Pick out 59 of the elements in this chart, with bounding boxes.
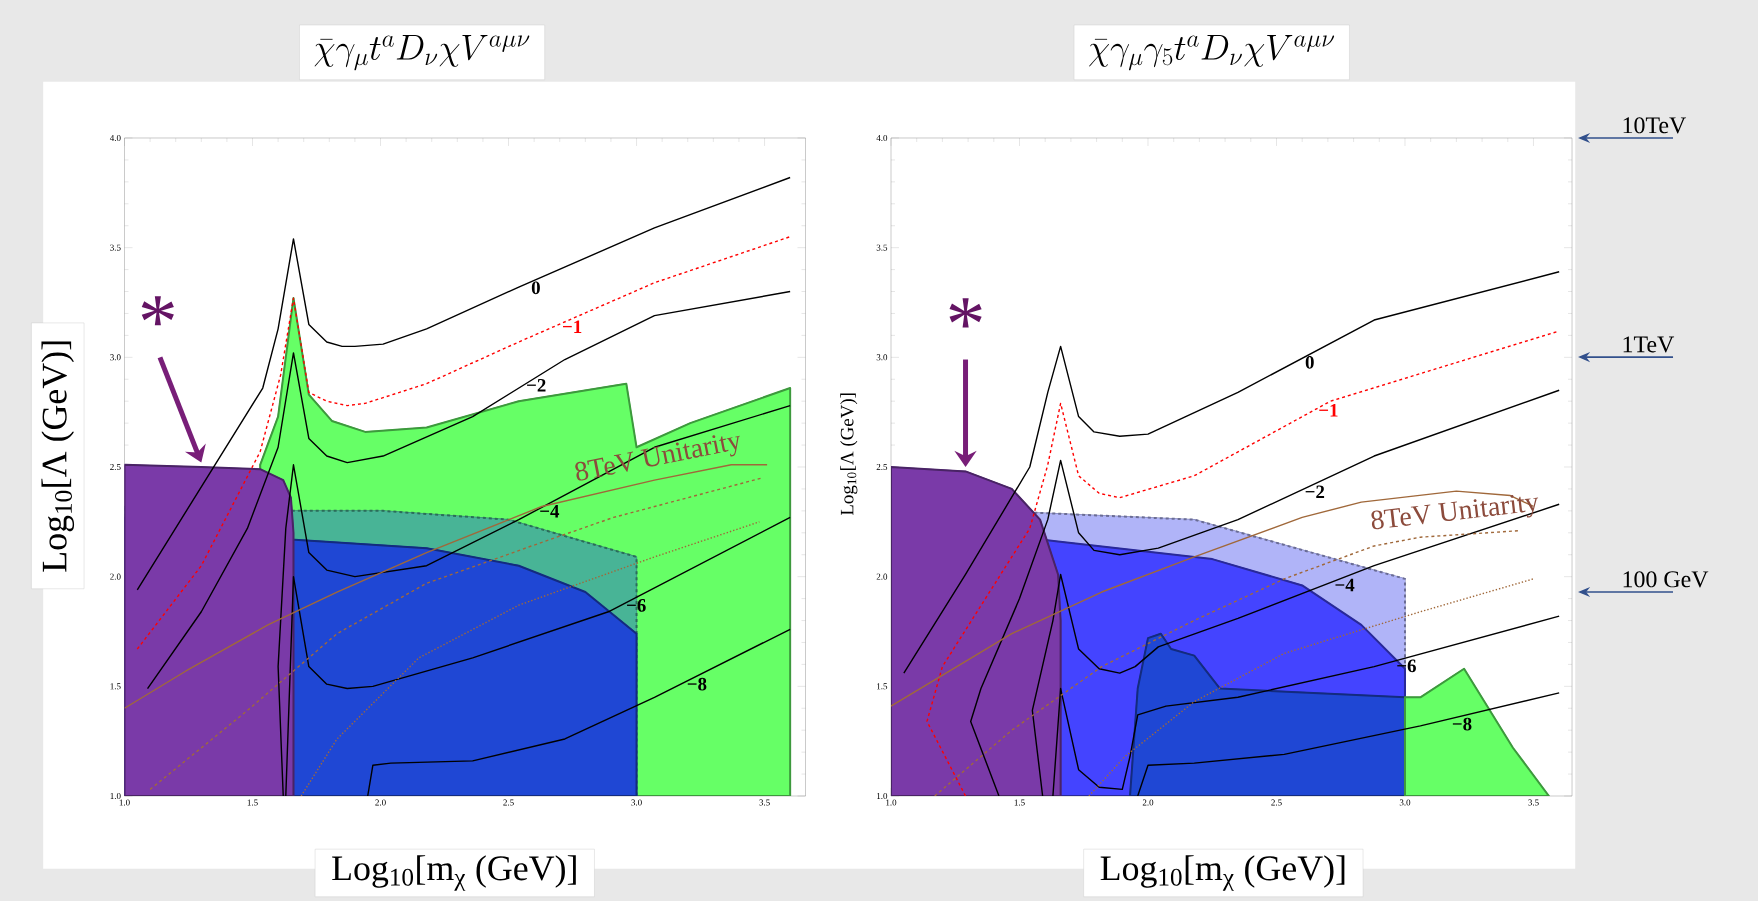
y-tick-label: 1.5 — [877, 683, 888, 690]
annotation: * — [949, 298, 982, 328]
text: 1TeV — [1623, 336, 1675, 353]
x-tick-label: 3.0 — [631, 799, 642, 806]
text: 10TeV — [1623, 117, 1687, 134]
text: 100 GeV — [1623, 571, 1709, 588]
x-tick-label: 1.0 — [119, 799, 130, 806]
line-series — [926, 330, 1560, 796]
line-series — [1088, 578, 1535, 796]
series-label: −2 — [1305, 485, 1325, 498]
y-tick-label: 1.0 — [110, 792, 121, 800]
x-tick-label: 2.5 — [503, 799, 514, 806]
series-label: −1 — [1319, 404, 1338, 417]
chart-title: $\bar{\chi}\gamma_{\mu}\gamma_{5}t^{a}D_{\nu}\chi V^{a\mu\nu}$ — [1089, 35, 1335, 71]
y-tick-label: 2.5 — [876, 463, 888, 471]
y-tick-label: 2.5 — [110, 463, 121, 471]
x-tick-label: 1.5 — [1014, 799, 1025, 806]
line-series — [136, 176, 791, 591]
x-tick-label: 2.5 — [1271, 799, 1282, 806]
line-series — [1052, 615, 1560, 796]
x-tick-label: 3.0 — [1399, 799, 1411, 806]
y-tick-label: 3.5 — [110, 244, 121, 251]
y-tick-label: 3.0 — [110, 354, 121, 361]
x-tick-label: 2.0 — [375, 799, 386, 806]
chart-title: $\bar{\chi}\gamma_{\mu}t^{a}D_{\nu}\chi V^{a\mu\nu}$ — [314, 35, 530, 71]
y-tick-label: 2.0 — [110, 573, 121, 580]
series-label: −8 — [687, 677, 707, 691]
x-tick-label: 3.5 — [1528, 799, 1539, 806]
series-label: −1 — [562, 320, 582, 333]
y-tick-label: 4.0 — [109, 134, 121, 142]
series-label: 0 — [1305, 355, 1314, 369]
line-series — [136, 236, 791, 650]
text: 8TeV Unitarity — [575, 435, 740, 481]
y-tick-label: 3.0 — [876, 354, 888, 361]
series-label: 0 — [531, 281, 540, 295]
y-tick-label: 3.5 — [876, 244, 888, 251]
x-tick-label: 2.0 — [1142, 799, 1154, 806]
series-label: −8 — [1452, 717, 1472, 731]
series-label: −4 — [1335, 578, 1355, 592]
series-label: −2 — [527, 378, 546, 392]
x-axis-title: Log$_{10}$[m$_{χ}$ (GeV)] — [1100, 855, 1345, 891]
x-axis-title: Log$_{10}$[m$_{χ}$ (GeV)] — [332, 855, 576, 891]
line-series — [367, 628, 791, 796]
line-series — [969, 389, 1560, 796]
x-tick-label: 1.5 — [247, 799, 258, 806]
text: 8TeV Unitarity — [1371, 494, 1539, 530]
line-series — [903, 271, 1560, 674]
y-tick-label: 1.0 — [877, 792, 888, 800]
y-axis-title: Log$_{10}$[Λ (GeV)] — [840, 393, 858, 516]
y-tick-label: 4.0 — [876, 134, 888, 142]
line-series — [1137, 692, 1560, 796]
y-tick-label: 1.5 — [110, 683, 121, 690]
x-tick-label: 3.5 — [759, 799, 770, 806]
series-label: −4 — [540, 505, 560, 518]
y-tick-label: 2.0 — [876, 573, 888, 580]
series-label: −6 — [627, 599, 646, 612]
annotation: * — [141, 296, 174, 326]
x-tick-label: 1.0 — [886, 799, 897, 806]
y-axis-title: Log$_{10}$[Λ (GeV)] — [41, 341, 75, 572]
